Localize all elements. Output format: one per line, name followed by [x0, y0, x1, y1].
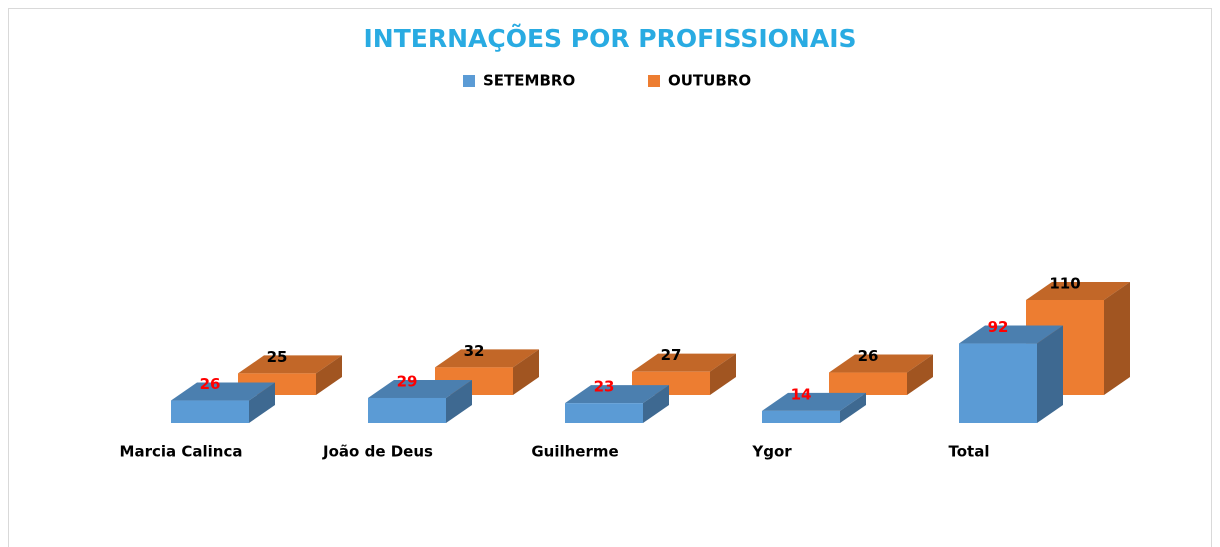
- x-tick-label: João de Deus: [322, 443, 433, 461]
- bar-top: [238, 355, 342, 374]
- legend-label: OUTUBRO: [668, 72, 751, 90]
- data-label: 23: [594, 378, 615, 396]
- data-label: 27: [661, 346, 682, 364]
- bar-3d: [959, 325, 1063, 423]
- bar-top: [829, 354, 933, 373]
- x-tick-label: Ygor: [751, 443, 792, 461]
- bar-3d: [829, 354, 933, 395]
- bar-top: [959, 325, 1063, 344]
- bar-side: [1037, 325, 1063, 423]
- chart-border: [8, 8, 1212, 547]
- bar-side: [316, 355, 342, 395]
- x-tick-label: Total: [949, 443, 990, 461]
- bar-3d: [171, 382, 275, 423]
- bar-side: [840, 392, 866, 423]
- data-label: 29: [397, 372, 418, 390]
- bar-3d: [762, 392, 866, 423]
- data-label: 92: [988, 318, 1009, 336]
- x-tick-label: Marcia Calinca: [120, 443, 243, 461]
- bar-side: [643, 385, 669, 423]
- bar: [829, 372, 907, 395]
- x-tick-label: Guilherme: [531, 443, 618, 461]
- bar-side: [446, 379, 472, 423]
- bar: [368, 397, 446, 423]
- bar-top: [1026, 282, 1130, 300]
- bar-3d: [435, 349, 539, 395]
- legend-label: SETEMBRO: [483, 72, 575, 90]
- data-label: 25: [267, 348, 288, 366]
- bar: [171, 400, 249, 423]
- bar: [762, 410, 840, 423]
- data-label: 26: [200, 375, 221, 393]
- bar-top: [632, 353, 736, 372]
- bar-side: [249, 382, 275, 423]
- bar-side: [710, 353, 736, 395]
- bar-side: [907, 354, 933, 395]
- bar-top: [171, 382, 275, 401]
- bar: [565, 403, 643, 423]
- legend-swatch: [463, 75, 475, 87]
- chart-title: INTERNAÇÕES POR PROFISSIONAIS: [363, 23, 856, 53]
- bar-top: [762, 392, 866, 411]
- bar-top: [368, 379, 472, 398]
- data-label: 110: [1049, 275, 1080, 293]
- bar: [959, 343, 1037, 423]
- data-label: 26: [858, 347, 879, 365]
- data-label: 14: [791, 385, 812, 403]
- data-label: 32: [464, 342, 485, 360]
- bar-top: [435, 349, 539, 368]
- bar-3d: [565, 385, 669, 423]
- legend-swatch: [648, 75, 660, 87]
- bar-3d: [368, 379, 472, 423]
- bar-side: [1104, 282, 1130, 395]
- bar-side: [513, 349, 539, 395]
- bar-top: [565, 385, 669, 404]
